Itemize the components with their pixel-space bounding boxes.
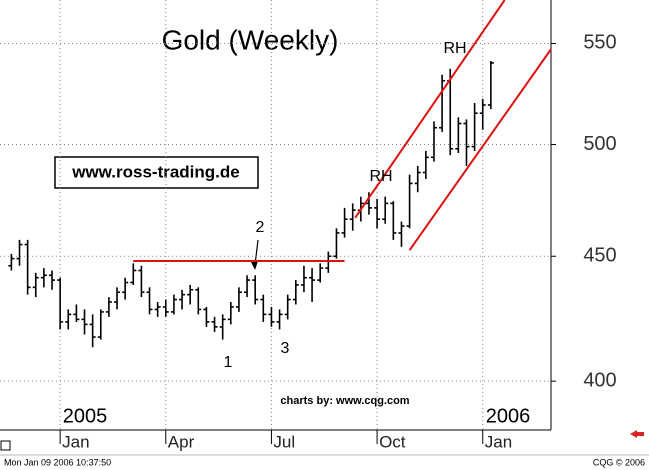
chart-title: Gold (Weekly) [162, 24, 339, 55]
x-tick-label: Jan [62, 432, 89, 451]
website: www.ross-trading.de [71, 162, 240, 181]
corner-box [0, 440, 11, 451]
annotation: 2 [256, 219, 265, 236]
status-copyright: CQG © 2006 [593, 457, 645, 467]
scroll-arrow[interactable] [630, 430, 644, 438]
arrow-head [251, 261, 258, 270]
y-tick-label: 400 [583, 369, 616, 391]
website-box [54, 156, 259, 189]
annotation: RH [443, 40, 466, 57]
status-timestamp: Mon Jan 09 2006 10:37:50 [4, 457, 111, 467]
x-tick-label: Jul [273, 432, 295, 451]
annotation: RH [369, 168, 392, 185]
annotation: charts by: www.cqg.com [280, 395, 409, 407]
x-tick-label: Apr [168, 432, 195, 451]
annotation: 3 [281, 340, 290, 357]
trend-line [354, 0, 506, 219]
annotation: 2006 [486, 405, 531, 427]
y-tick-label: 500 [583, 133, 616, 155]
y-tick-label: 450 [583, 245, 616, 267]
y-tick-label: 550 [583, 32, 616, 54]
annotation: 2005 [63, 405, 108, 427]
x-tick-label: Oct [379, 432, 406, 451]
x-tick-label: Jan [485, 432, 512, 451]
trend-line [408, 48, 552, 251]
annotation: 1 [224, 354, 233, 371]
